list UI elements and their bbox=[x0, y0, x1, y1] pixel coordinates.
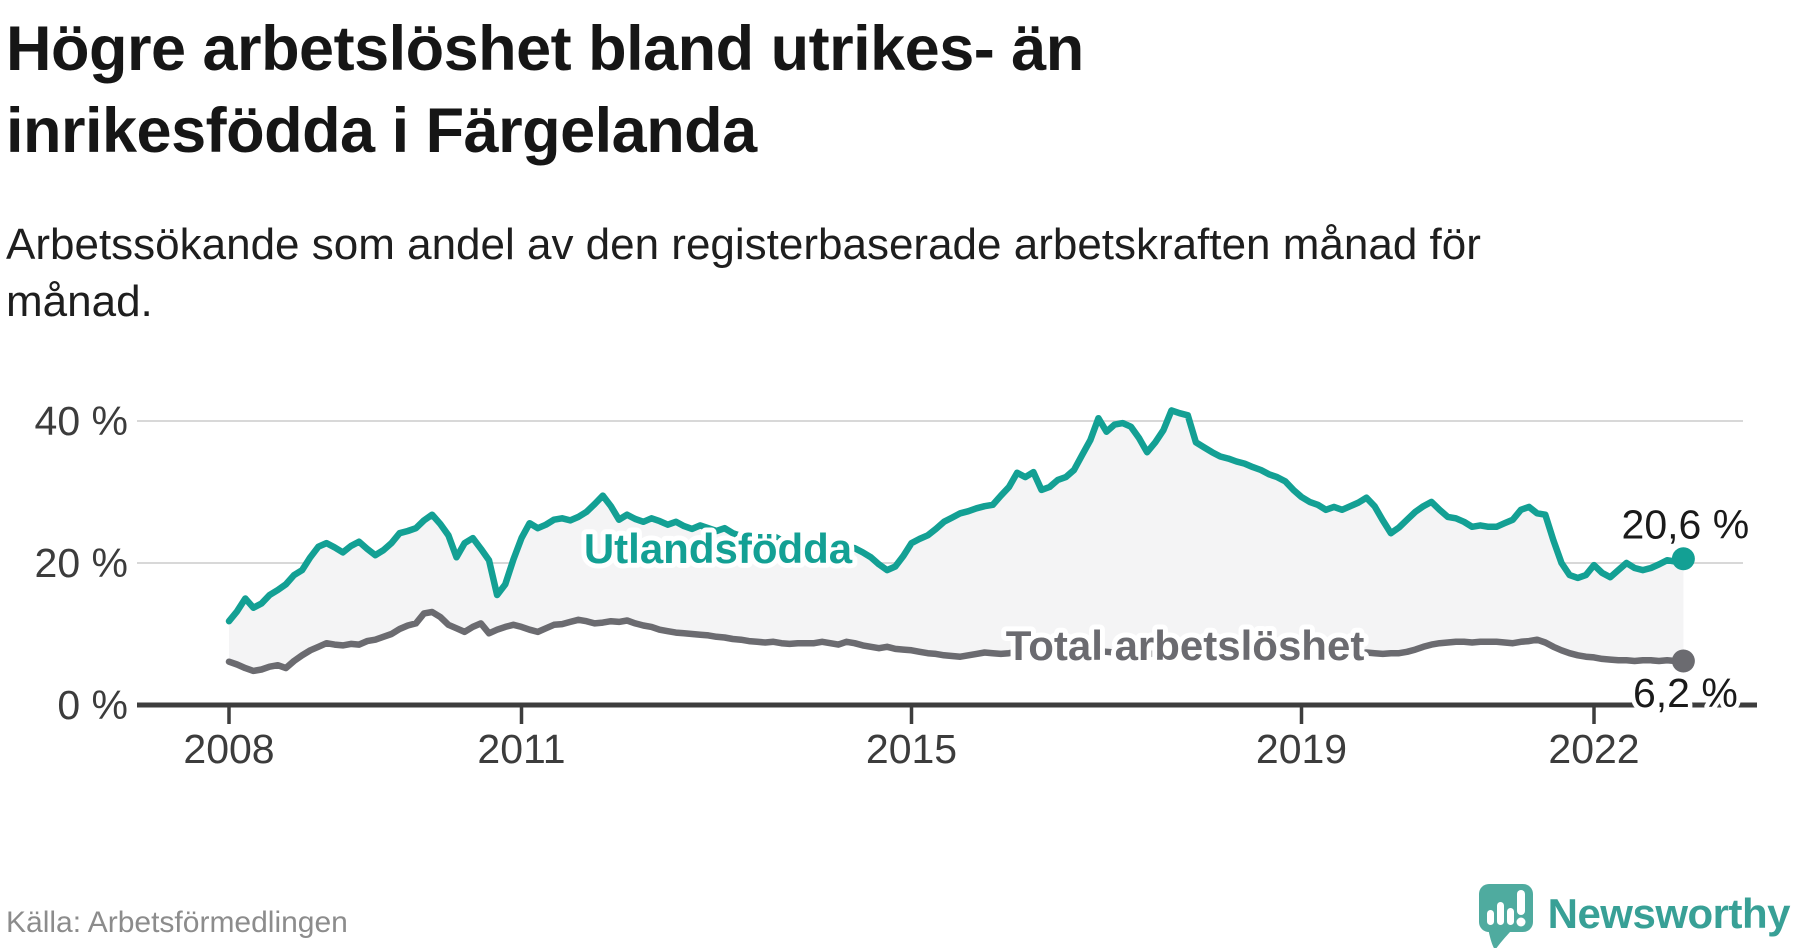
y-tick-label-0: 0 % bbox=[57, 682, 128, 728]
page-title: Högre arbetslöshet bland utrikes- än inr… bbox=[6, 8, 1084, 172]
x-tick-label-2022: 2022 bbox=[1548, 726, 1639, 772]
exclamation-dot bbox=[1516, 918, 1525, 927]
subtitle: Arbetssökande som andel av den registerb… bbox=[6, 216, 1481, 330]
bar-2 bbox=[1497, 902, 1504, 925]
x-tick-label-2019: 2019 bbox=[1256, 726, 1347, 772]
x-tick-label-2008: 2008 bbox=[183, 726, 274, 772]
newsworthy-icon bbox=[1476, 882, 1534, 948]
source-note: Källa: Arbetsförmedlingen bbox=[6, 906, 348, 940]
speech-bubble-tail bbox=[1488, 928, 1512, 948]
end-label-utlandsfodda: 20,6 % bbox=[1622, 502, 1750, 548]
end-label-total: 6,2 % bbox=[1633, 670, 1738, 716]
subtitle-line-2: månad. bbox=[6, 273, 1481, 330]
title-line-1: Högre arbetslöshet bland utrikes- än bbox=[6, 8, 1084, 90]
subtitle-line-1: Arbetssökande som andel av den registerb… bbox=[6, 216, 1481, 273]
y-tick-label-20: 20 % bbox=[35, 540, 128, 586]
newsworthy-logo: Newsworthy bbox=[1476, 882, 1790, 948]
x-tick-label-2015: 2015 bbox=[866, 726, 957, 772]
brand-name: Newsworthy bbox=[1548, 890, 1790, 944]
y-tick-label-40: 40 % bbox=[35, 398, 128, 444]
title-line-2: inrikesfödda i Färgelanda bbox=[6, 90, 1084, 172]
x-tick-label-2011: 2011 bbox=[477, 726, 565, 772]
series-label-utlandsfodda: Utlandsfödda bbox=[584, 525, 853, 572]
bar-1 bbox=[1487, 910, 1494, 925]
end-dot-utlandsfodda bbox=[1672, 547, 1695, 570]
exclamation-bar bbox=[1517, 890, 1525, 915]
series-label-total: Total arbetslöshet bbox=[1006, 622, 1365, 669]
line-chart: 2008 2011 2015 2019 2022 0 % 20 % 40 % Utlandsfö… bbox=[0, 330, 1800, 800]
bar-3 bbox=[1507, 908, 1514, 925]
infographic: Högre arbetslöshet bland utrikes- än inr… bbox=[0, 0, 1800, 948]
